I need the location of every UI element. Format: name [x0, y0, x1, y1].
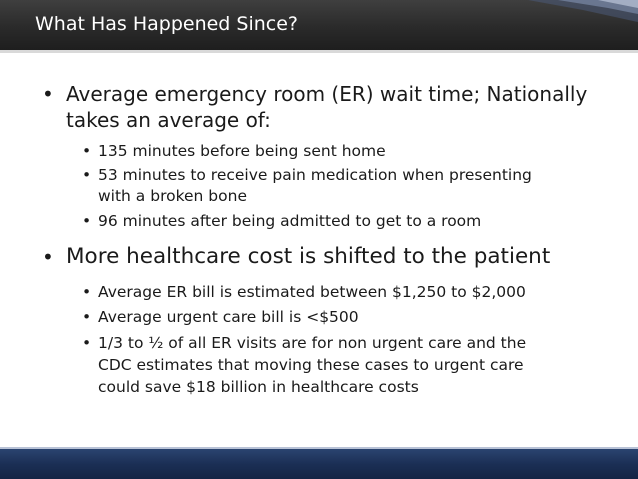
- bullet-dot-icon: •: [82, 334, 92, 352]
- bullet-dot-icon: •: [82, 308, 92, 326]
- bullet-1-sub-2-line-1: 53 minutes to receive pain medication wh…: [98, 166, 532, 184]
- header-decoration-icon: [528, 0, 638, 22]
- bullet-1-sub-3: 96 minutes after being admitted to get t…: [98, 212, 482, 230]
- bullet-dot-icon: •: [82, 212, 92, 230]
- bullet-1-sub-1: 135 minutes before being sent home: [98, 142, 386, 160]
- bullet-2-sub-1: Average ER bill is estimated between $1,…: [98, 283, 526, 301]
- bullet-1-line-1: Average emergency room (ER) wait time; N…: [66, 82, 588, 106]
- slide-title: What Has Happened Since?: [35, 13, 299, 35]
- bullet-1-sub-2-line-2: with a broken bone: [98, 187, 247, 205]
- bullet-2-sub-3-line-1: 1/3 to ½ of all ER visits are for non ur…: [98, 334, 527, 352]
- bullet-2-sub-3-line-3: could save $18 billion in healthcare cos…: [98, 378, 419, 396]
- bullet-2-line-1: More healthcare cost is shifted to the p…: [66, 244, 551, 269]
- bullet-2-sub-2: Average urgent care bill is <$500: [98, 308, 359, 326]
- bullet-dot-icon: •: [42, 245, 54, 269]
- bullet-dot-icon: •: [42, 82, 54, 106]
- footer-bar: [0, 449, 638, 479]
- bullet-dot-icon: •: [82, 142, 92, 160]
- bullet-dot-icon: •: [82, 166, 92, 184]
- header-bar: What Has Happened Since?: [0, 0, 638, 50]
- bullet-dot-icon: •: [82, 283, 92, 301]
- header-divider: [0, 50, 638, 53]
- footer-divider: [0, 447, 638, 449]
- bullet-1-line-2: takes an average of:: [66, 108, 271, 132]
- bullet-2-sub-3-line-2: CDC estimates that moving these cases to…: [98, 356, 524, 374]
